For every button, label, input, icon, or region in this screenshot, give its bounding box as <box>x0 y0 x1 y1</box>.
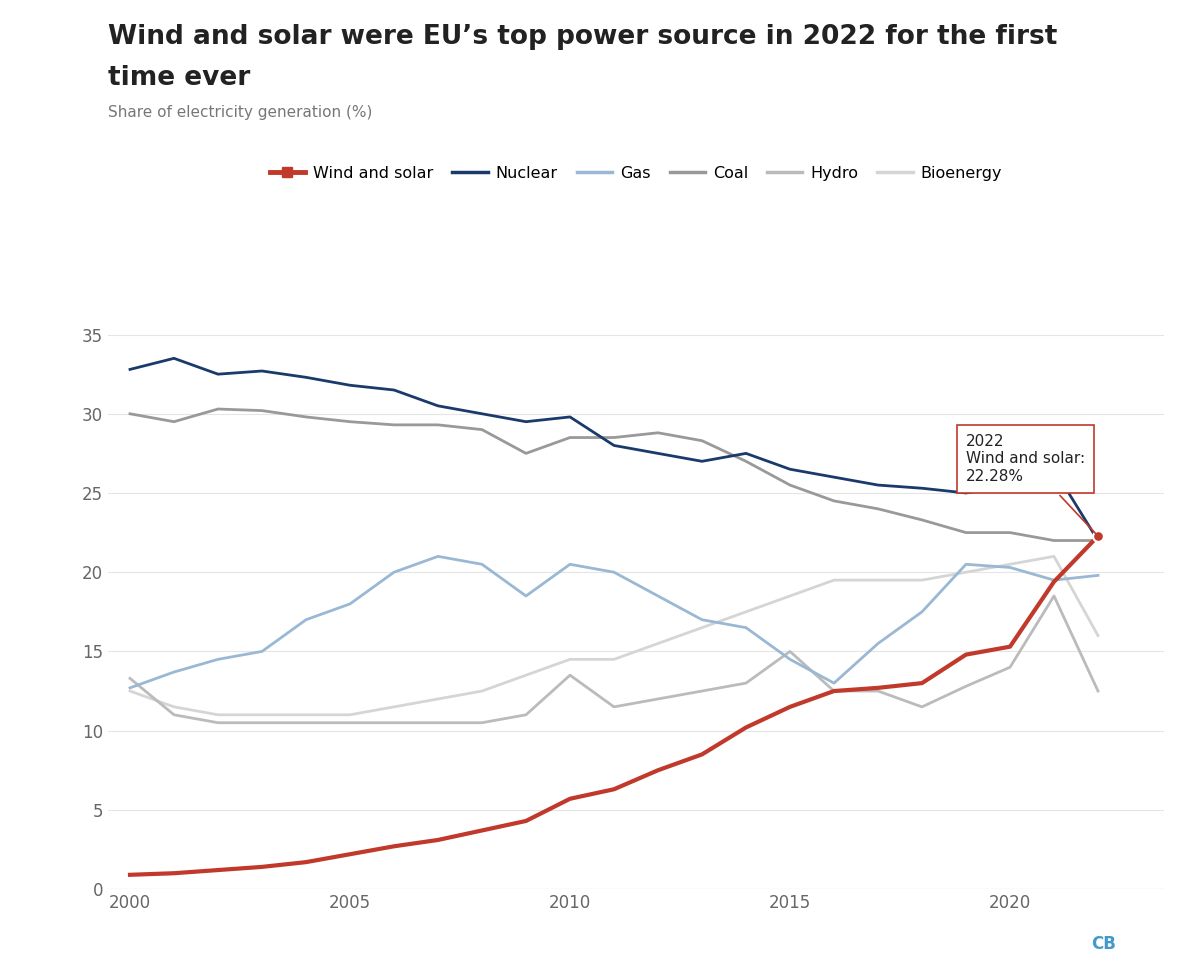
Text: Wind and solar were EU’s top power source in 2022 for the first: Wind and solar were EU’s top power sourc… <box>108 24 1057 51</box>
Legend: Wind and solar, Nuclear, Gas, Coal, Hydro, Bioenergy: Wind and solar, Nuclear, Gas, Coal, Hydr… <box>264 159 1008 188</box>
Text: CB: CB <box>1091 935 1116 953</box>
Text: Share of electricity generation (%): Share of electricity generation (%) <box>108 105 372 119</box>
Text: time ever: time ever <box>108 65 251 92</box>
Point <box>1088 529 1108 544</box>
Text: 2022
Wind and solar:
22.28%: 2022 Wind and solar: 22.28% <box>966 434 1096 534</box>
